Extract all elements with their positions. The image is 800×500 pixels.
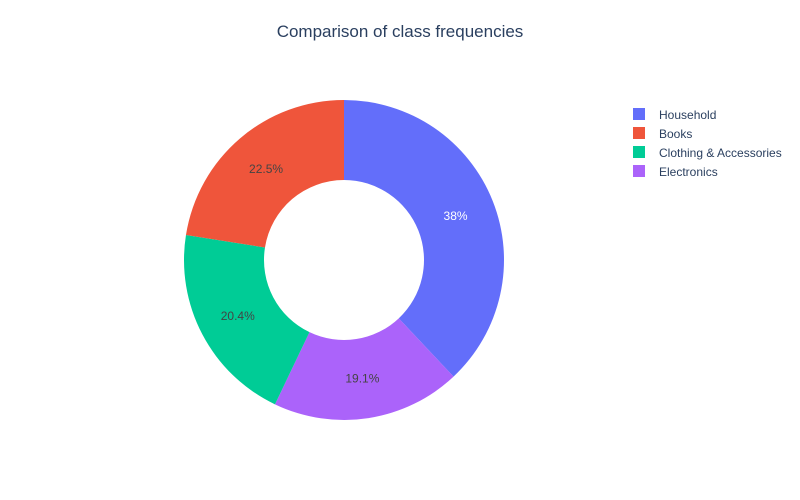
legend-swatch-books[interactable] xyxy=(633,127,645,139)
slices-group xyxy=(183,100,504,420)
chart-title: Comparison of class frequencies xyxy=(277,22,524,41)
legend-swatch-electronics[interactable] xyxy=(633,165,645,177)
slice-household[interactable] xyxy=(344,100,504,377)
slice-clothing-and-accessories[interactable] xyxy=(183,234,310,405)
slice-label-clothing-and-accessories: 20.4% xyxy=(221,309,255,323)
slice-label-electronics: 19.1% xyxy=(345,372,379,386)
slice-labels-group: 38% 19.1% 20.4% 22.5% xyxy=(221,162,468,386)
legend-swatch-household[interactable] xyxy=(633,108,645,120)
legend-swatch-clothing-and-accessories[interactable] xyxy=(633,146,645,158)
legend: Household Books Clothing & Accessories Elec… xyxy=(633,108,782,179)
legend-label-clothing-and-accessories[interactable]: Clothing & Accessories xyxy=(659,146,782,160)
legend-label-electronics[interactable]: Electronics xyxy=(659,165,718,179)
slice-label-books: 22.5% xyxy=(249,162,283,176)
legend-label-household[interactable]: Household xyxy=(659,108,716,122)
slice-electronics[interactable] xyxy=(274,318,454,420)
slice-label-household: 38% xyxy=(444,209,468,223)
slice-books[interactable] xyxy=(185,100,344,248)
legend-label-books[interactable]: Books xyxy=(659,127,692,141)
